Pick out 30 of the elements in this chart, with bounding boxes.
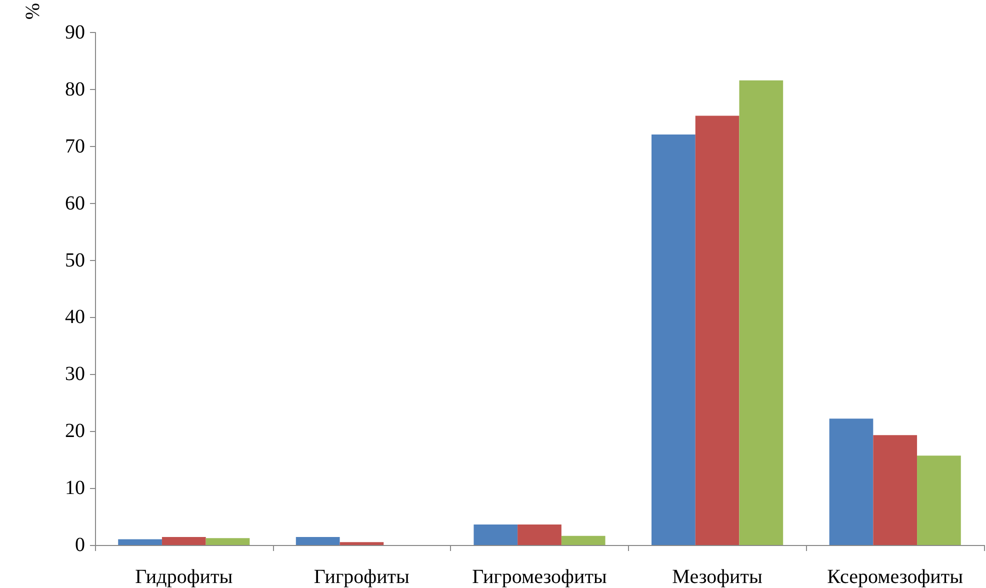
y-tick-label: 90 (65, 22, 85, 44)
y-axis-title: % (22, 3, 44, 20)
y-tick-label: 0 (75, 534, 85, 556)
bar (162, 537, 206, 545)
bar (652, 134, 696, 545)
y-tick-label: 10 (65, 477, 85, 500)
x-tick-label: Ксеромезофиты (827, 566, 964, 588)
y-tick-label: 50 (65, 249, 85, 272)
bar (474, 524, 518, 545)
bar (873, 435, 918, 545)
bar (561, 536, 606, 545)
x-tick-label: Гигромезофиты (472, 566, 607, 588)
x-tick-label: Гидрофиты (135, 566, 233, 588)
y-tick-label: 80 (65, 78, 85, 100)
bar (917, 456, 961, 545)
y-tick-label: 40 (65, 306, 85, 328)
y-tick-label: 30 (65, 363, 85, 386)
bar (206, 538, 250, 545)
y-tick-label: 70 (65, 135, 85, 158)
bar (739, 80, 784, 545)
x-tick-label: Гигрофиты (314, 566, 410, 588)
bar (340, 542, 384, 545)
bar (695, 116, 740, 545)
y-tick-label: 20 (65, 420, 85, 442)
bar (829, 418, 874, 545)
x-tick-label: Мезофиты (672, 566, 762, 588)
bar (118, 539, 162, 545)
bar (296, 537, 340, 545)
y-tick-label: 60 (65, 192, 85, 214)
bar (518, 524, 562, 545)
